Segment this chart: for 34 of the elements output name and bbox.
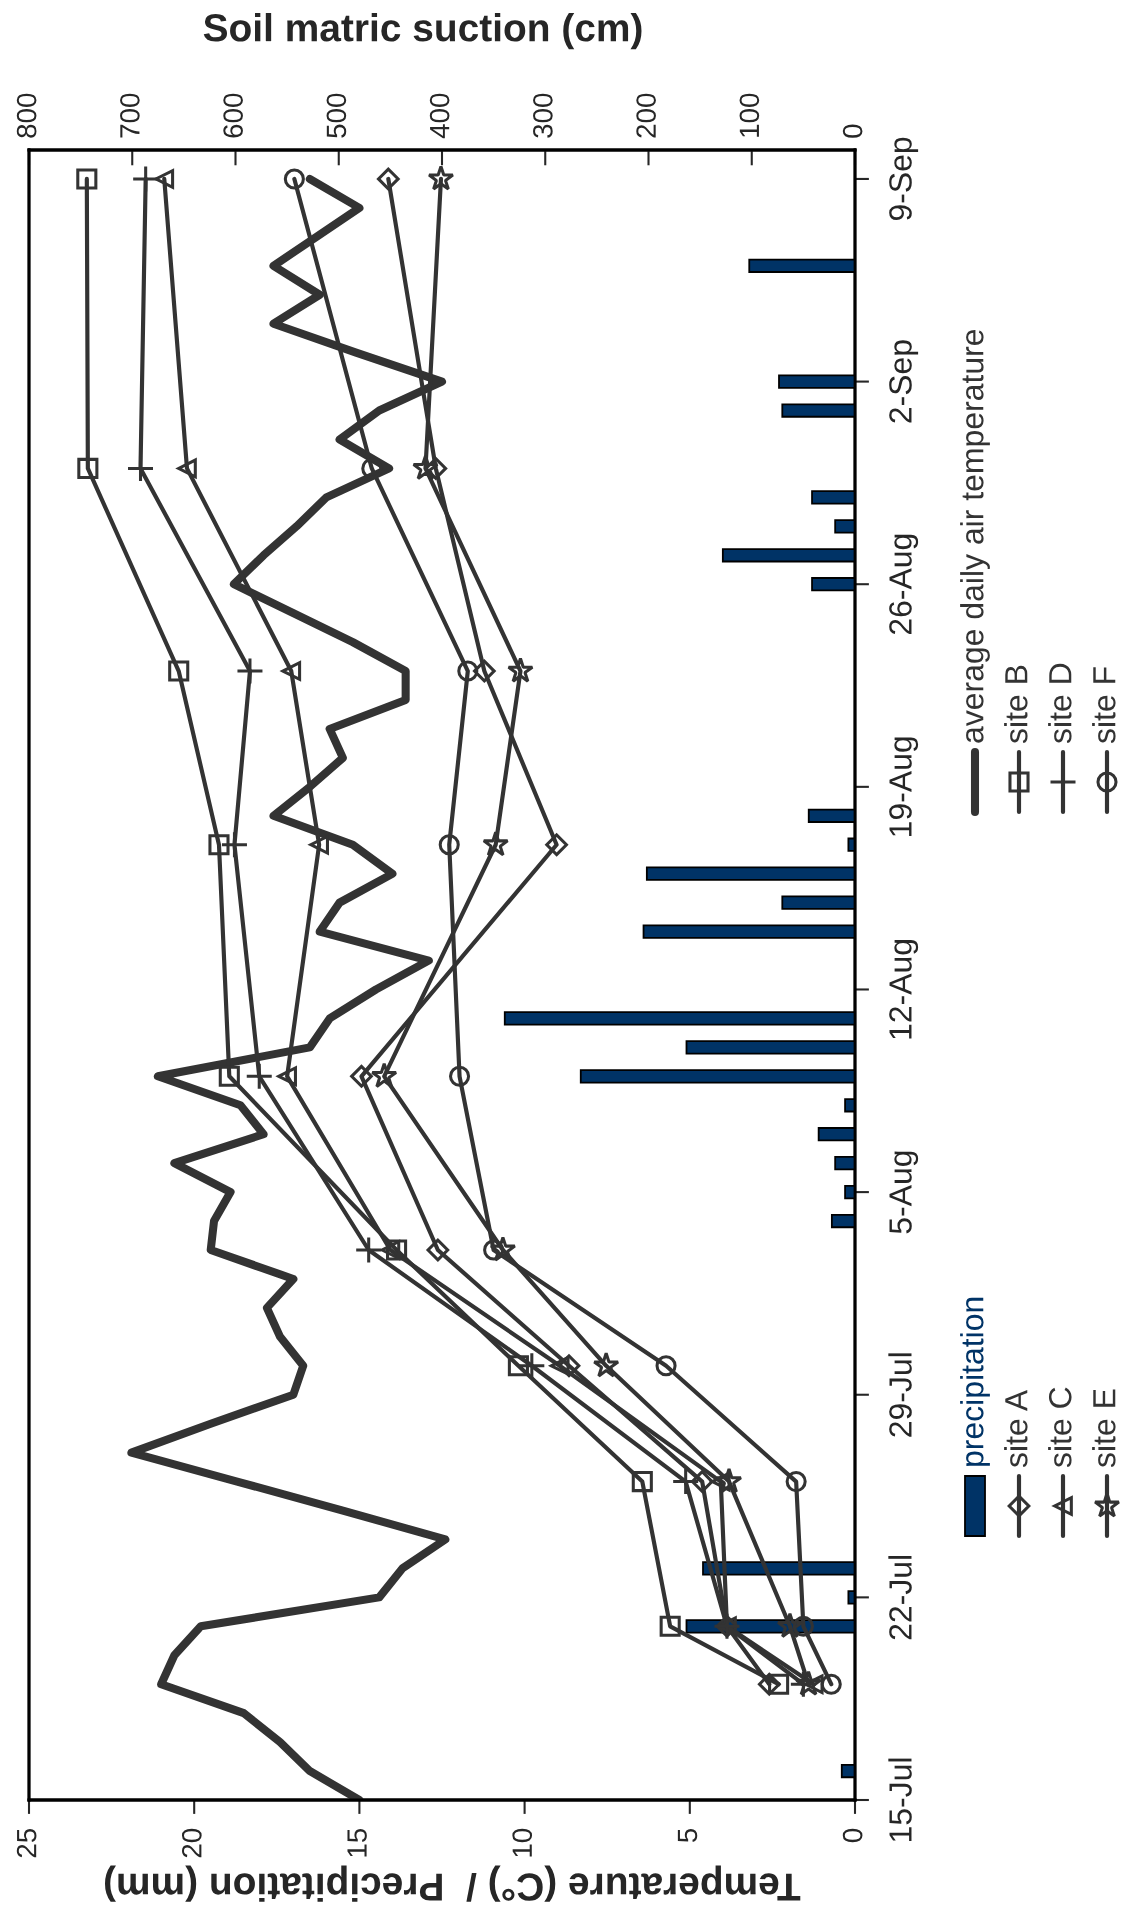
text: site B bbox=[1004, 665, 1028, 744]
text: site E bbox=[1092, 1389, 1116, 1468]
text: average daily air temperature bbox=[960, 329, 990, 743]
x2-tick-label: 400 bbox=[429, 93, 450, 139]
x-tick-label: 10 bbox=[512, 1828, 533, 1857]
y-tick-label: 19-Aug bbox=[889, 737, 919, 836]
x2-tick-label: 200 bbox=[636, 93, 656, 138]
x-tick-label: 25 bbox=[16, 1828, 37, 1858]
y-tick-label: 5-Aug bbox=[889, 1151, 919, 1234]
text: site C bbox=[1048, 1387, 1072, 1468]
y-tick-label: 22-Jul bbox=[888, 1556, 912, 1640]
text: site A bbox=[1004, 1389, 1028, 1468]
text: precipitation bbox=[960, 1297, 990, 1466]
y-tick-label: 9-Sep bbox=[889, 137, 919, 221]
y-tick-label: 29-Jul bbox=[888, 1353, 912, 1437]
x2-axis-title: Soil matric suction (cm) bbox=[203, 12, 642, 50]
x-axis-title: Temperature (C°) / Precipitation (mm) bbox=[105, 1865, 801, 1902]
text: site D bbox=[1048, 663, 1072, 744]
x2-tick-label: 800 bbox=[16, 93, 37, 138]
text: site F bbox=[1092, 667, 1116, 744]
x2-tick-label: 700 bbox=[120, 93, 140, 138]
x-tick-label: 5 bbox=[677, 1828, 698, 1843]
y-tick-label: 12-Aug bbox=[889, 940, 919, 1039]
x-tick-label: 20 bbox=[181, 1828, 202, 1858]
x-tick-label: 0 bbox=[842, 1828, 863, 1843]
x2-tick-label: 500 bbox=[326, 93, 347, 138]
x-tick-label: 15 bbox=[347, 1828, 367, 1857]
x2-tick-label: 100 bbox=[739, 93, 760, 137]
y-tick-label: 15-Jul bbox=[888, 1758, 912, 1842]
x2-tick-label: 300 bbox=[533, 93, 553, 138]
y-tick-label: 2-Sep bbox=[889, 340, 919, 423]
x2-tick-label: 0 bbox=[842, 124, 863, 138]
x2-tick-label: 600 bbox=[223, 93, 243, 138]
y-tick-label: 26-Aug bbox=[889, 534, 919, 635]
